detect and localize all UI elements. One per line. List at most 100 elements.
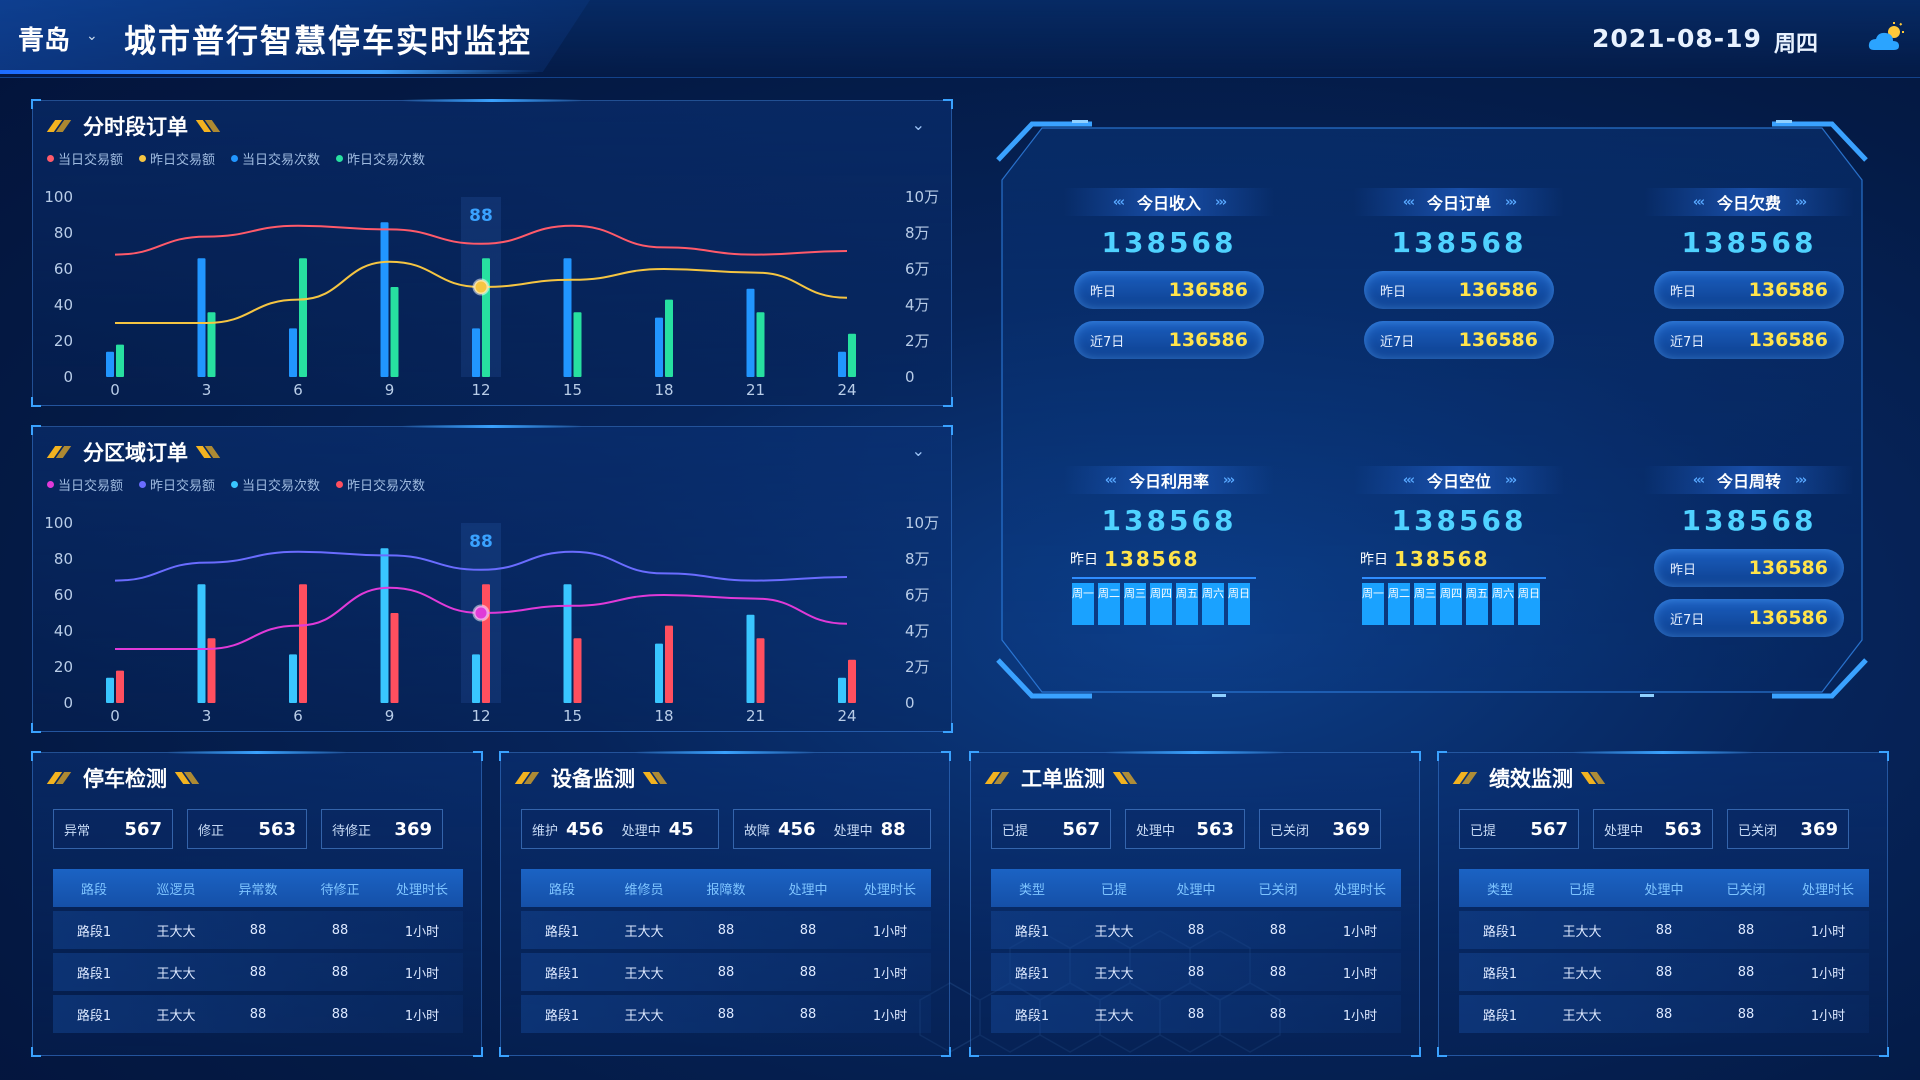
bar bbox=[746, 288, 755, 377]
legend-item[interactable]: 当日交易额 bbox=[47, 475, 123, 494]
weekday-bar: 周日 bbox=[1228, 583, 1250, 625]
legend-item[interactable]: 昨日交易次数 bbox=[336, 149, 425, 168]
table-cell: 路段1 bbox=[76, 1008, 112, 1024]
stat-label: 待修正 bbox=[332, 823, 372, 839]
device-monitor-panel: 设备监测 维护 456 处理中 45 故障 456 处理中 88 路段 维修员 报障数 处理中 处理… bbox=[499, 751, 951, 1057]
table-row[interactable]: 路段1 王大大 88 88 1小时 bbox=[53, 953, 463, 991]
workorder-table: 类型 已提 处理中 已关闭 处理时长 路段1 王大大 88 88 1小时 路段1 王大大 88 88 1… bbox=[991, 869, 1401, 1033]
pill-label: 昨日 bbox=[1670, 284, 1697, 300]
table-row[interactable]: 路段1 王大大 88 88 1小时 bbox=[1459, 911, 1869, 949]
y2-tick-label: 0 bbox=[905, 694, 915, 712]
weekday-bar: 周二 bbox=[1098, 583, 1120, 625]
table-row[interactable]: 路段1 王大大 88 88 1小时 bbox=[1459, 995, 1869, 1033]
table-row[interactable]: 路段1 王大大 88 88 1小时 bbox=[991, 953, 1401, 991]
bar bbox=[655, 643, 663, 703]
bar bbox=[472, 654, 480, 703]
stat-label: 处理中 bbox=[1136, 823, 1176, 839]
table-row[interactable]: 路段1 王大大 88 88 1小时 bbox=[521, 911, 931, 949]
title-deco-icon bbox=[46, 446, 75, 458]
table-cell: 88 bbox=[1655, 922, 1673, 938]
pill-value: 136586 bbox=[1748, 329, 1828, 351]
bar bbox=[848, 659, 856, 703]
table-cell: 88 bbox=[331, 964, 349, 980]
region-orders-chart: 100 10万 80 8万 60 6万 40 4万 20 2万 0 0 0 3 6 9 12 15 18 21 24 88 bbox=[44, 514, 939, 725]
yesterday-row: 昨日 138568 bbox=[1360, 547, 1564, 571]
arrow-right-icon: ››› bbox=[1505, 194, 1517, 210]
bar bbox=[838, 351, 846, 377]
stat-box: 修正 563 bbox=[187, 809, 307, 849]
legend-item[interactable]: 当日交易次数 bbox=[231, 149, 320, 168]
table-cell: 88 bbox=[1269, 964, 1287, 980]
stat-box: 异常 567 bbox=[53, 809, 173, 849]
parking-detection-panel: 停车检测 异常 567 修正 563 待修正 369 路段 巡逻员 异常数 待修正 处理时长 … bbox=[31, 751, 483, 1057]
bar bbox=[289, 328, 297, 377]
legend-item[interactable]: 昨日交易额 bbox=[139, 475, 215, 494]
stat-label: 已关闭 bbox=[1270, 823, 1310, 839]
chevron-down-icon[interactable]: ⌄ bbox=[86, 28, 98, 44]
stat-label: 已关闭 bbox=[1738, 823, 1778, 839]
table-cell: 1小时 bbox=[404, 1008, 440, 1024]
chevron-down-icon[interactable]: ⌄ bbox=[911, 441, 925, 460]
region-orders-panel: 分区域订单 ⌄ 当日交易额 昨日交易额 当日交易次数 昨日交易次数 100 10万 80 8… bbox=[31, 425, 953, 733]
chevron-down-icon[interactable]: ⌄ bbox=[911, 115, 925, 134]
stat-box: 待修正 369 bbox=[321, 809, 443, 849]
table-header: 路段 维修员 报障数 处理中 处理时长 bbox=[521, 869, 931, 907]
legend-item[interactable]: 当日交易额 bbox=[47, 149, 123, 168]
column-header: 已提 bbox=[1568, 882, 1595, 898]
y-tick-label: 0 bbox=[63, 368, 73, 386]
column-header: 报障数 bbox=[706, 882, 746, 898]
pill-value: 136586 bbox=[1168, 329, 1248, 351]
table-row[interactable]: 路段1 王大大 88 88 1小时 bbox=[53, 995, 463, 1033]
bar bbox=[482, 258, 490, 377]
y-tick-label: 80 bbox=[54, 550, 73, 568]
y-tick-label: 100 bbox=[44, 188, 73, 206]
table-cell: 路段1 bbox=[1014, 1008, 1050, 1024]
stat-value: 369 bbox=[1332, 818, 1370, 840]
bar bbox=[197, 584, 206, 703]
column-header: 处理时长 bbox=[1333, 882, 1386, 898]
table-cell: 王大大 bbox=[1562, 966, 1602, 982]
x-tick-label: 15 bbox=[563, 381, 582, 399]
bar bbox=[563, 258, 572, 377]
table-row[interactable]: 路段1 王大大 88 88 1小时 bbox=[991, 995, 1401, 1033]
table-row[interactable]: 路段1 王大大 88 88 1小时 bbox=[521, 995, 931, 1033]
x-tick-label: 9 bbox=[385, 381, 395, 399]
table-cell: 1小时 bbox=[1810, 1008, 1846, 1024]
pill-label: 近7日 bbox=[1380, 334, 1415, 350]
highlight-point bbox=[472, 604, 490, 622]
title-deco-icon bbox=[1580, 772, 1609, 784]
kpi-label: 今日空位 bbox=[1426, 472, 1491, 491]
stat-label: 处理中 bbox=[621, 823, 661, 839]
yesterday-row: 昨日 138568 bbox=[1070, 547, 1274, 571]
legend-item[interactable]: 昨日交易额 bbox=[139, 149, 215, 168]
weekday-bar: 周日 bbox=[1518, 583, 1540, 625]
table-row[interactable]: 路段1 王大大 88 88 1小时 bbox=[521, 953, 931, 991]
table-row[interactable]: 路段1 王大大 88 88 1小时 bbox=[991, 911, 1401, 949]
city-selector[interactable]: 青岛 bbox=[18, 26, 71, 56]
sunny-cloud-icon bbox=[1868, 22, 1904, 50]
table-cell: 88 bbox=[1269, 922, 1287, 938]
hourly-orders-panel: 分时段订单 ⌄ 当日交易额 昨日交易额 当日交易次数 昨日交易次数 100 10万 80 8… bbox=[31, 99, 953, 407]
hourly-orders-chart: 100 10万 80 8万 60 6万 40 4万 20 2万 0 0 0 3 6 9 12 15 18 21 24 88 bbox=[44, 188, 939, 399]
page-title: 城市普行智慧停车实时监控 bbox=[124, 22, 533, 60]
bar bbox=[756, 638, 765, 703]
week-pill: 近7日 136586 bbox=[1654, 599, 1844, 637]
arrow-left-icon: ‹‹‹ bbox=[1112, 194, 1125, 210]
weekday-display: 周四 bbox=[1774, 32, 1819, 57]
table-row[interactable]: 路段1 王大大 88 88 1小时 bbox=[53, 911, 463, 949]
title-deco-icon bbox=[1452, 772, 1481, 784]
workorder-monitor-panel: 工单监测 已提 567 处理中 563 已关闭 369 类型 已提 处理中 已关闭 处理时长 … bbox=[969, 751, 1421, 1057]
table-cell: 88 bbox=[249, 922, 267, 938]
legend-item[interactable]: 昨日交易次数 bbox=[336, 475, 425, 494]
y-tick-label: 60 bbox=[54, 586, 73, 604]
pill-value: 136586 bbox=[1458, 329, 1538, 351]
table-cell: 路段1 bbox=[1014, 966, 1050, 982]
legend-item[interactable]: 当日交易次数 bbox=[231, 475, 320, 494]
table-row[interactable]: 路段1 王大大 88 88 1小时 bbox=[1459, 953, 1869, 991]
row-label: 昨日 bbox=[1360, 552, 1388, 568]
table-cell: 88 bbox=[249, 1006, 267, 1022]
table-cell: 王大大 bbox=[624, 1008, 664, 1024]
region-title: 分区域订单 bbox=[83, 441, 188, 465]
weekday-bar: 周五 bbox=[1466, 583, 1488, 625]
table-cell: 88 bbox=[1187, 964, 1205, 980]
